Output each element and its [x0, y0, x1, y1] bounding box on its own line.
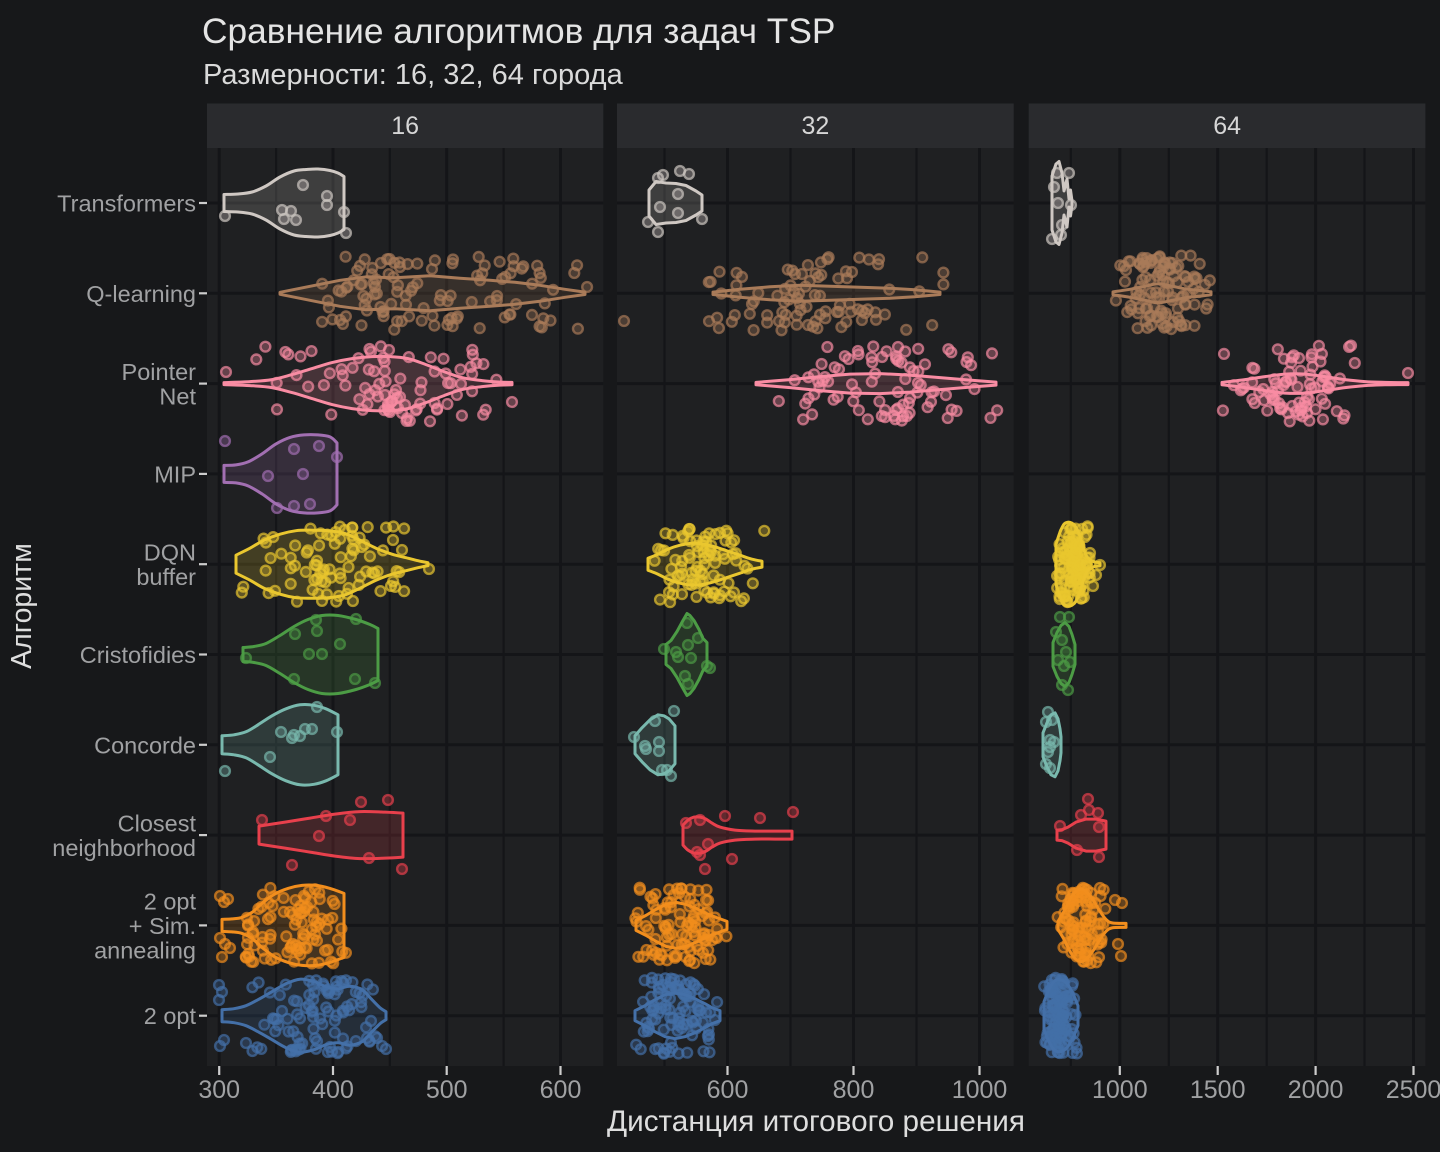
svg-text:buffer: buffer	[136, 564, 196, 590]
svg-text:2000: 2000	[1288, 1076, 1344, 1104]
svg-text:32: 32	[801, 112, 829, 140]
svg-text:Pointer: Pointer	[122, 359, 197, 385]
svg-text:annealing: annealing	[94, 938, 196, 964]
svg-text:600: 600	[540, 1076, 582, 1104]
svg-text:Concorde: Concorde	[94, 732, 196, 758]
svg-text:Cristofidies: Cristofidies	[80, 642, 196, 668]
svg-text:Дистанция итогового решения: Дистанция итогового решения	[607, 1105, 1025, 1138]
svg-text:neighborhood: neighborhood	[52, 835, 196, 861]
svg-text:16: 16	[391, 112, 419, 140]
svg-text:2 opt: 2 opt	[144, 1003, 197, 1029]
svg-text:1000: 1000	[1092, 1076, 1148, 1104]
svg-text:1000: 1000	[952, 1076, 1008, 1104]
svg-text:300: 300	[198, 1076, 240, 1104]
svg-text:2 opt: 2 opt	[144, 888, 197, 914]
svg-text:+ Sim.: + Sim.	[129, 913, 196, 939]
svg-text:Q-learning: Q-learning	[86, 281, 196, 307]
svg-text:500: 500	[426, 1076, 468, 1104]
svg-text:800: 800	[833, 1076, 875, 1104]
svg-text:Net: Net	[159, 383, 196, 409]
svg-text:600: 600	[707, 1076, 749, 1104]
svg-text:MIP: MIP	[154, 461, 196, 487]
svg-text:Closest: Closest	[118, 810, 197, 836]
svg-text:Алгоритм: Алгоритм	[6, 543, 38, 669]
svg-text:2500: 2500	[1386, 1076, 1440, 1104]
svg-text:Размерности: 16, 32, 64 города: Размерности: 16, 32, 64 города	[203, 59, 624, 91]
svg-text:64: 64	[1213, 112, 1241, 140]
svg-text:400: 400	[312, 1076, 354, 1104]
svg-text:Сравнение алгоритмов для задач: Сравнение алгоритмов для задач TSP	[202, 12, 835, 51]
svg-text:Transformers: Transformers	[57, 191, 196, 217]
svg-text:DQN: DQN	[144, 539, 196, 565]
svg-text:1500: 1500	[1190, 1076, 1246, 1104]
